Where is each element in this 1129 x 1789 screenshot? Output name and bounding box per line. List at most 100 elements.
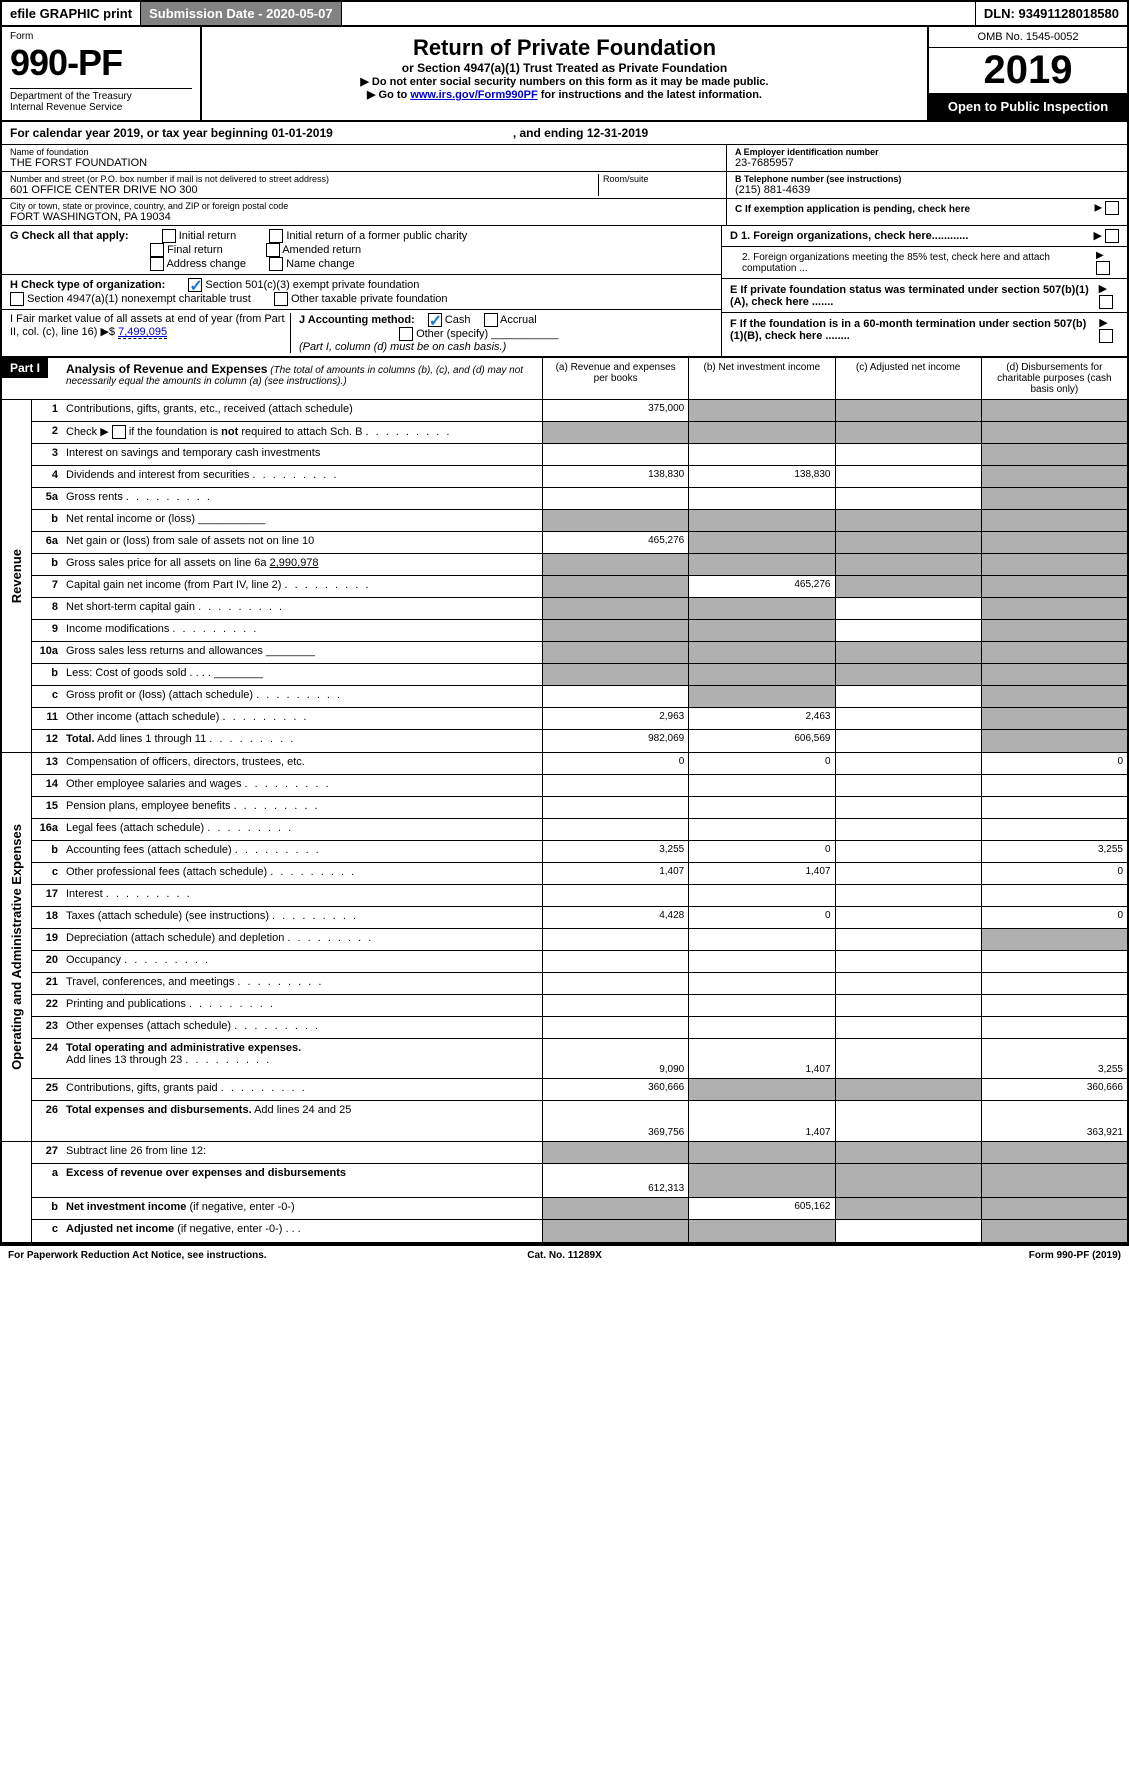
- form-subtitle: or Section 4947(a)(1) Trust Treated as P…: [210, 61, 919, 75]
- cell-a: 982,069: [542, 730, 688, 752]
- cell-c: [835, 598, 981, 619]
- line-desc: Gross sales less returns and allowances …: [62, 642, 542, 663]
- cell-a: 9,090: [542, 1039, 688, 1078]
- line-desc: Interest: [62, 885, 542, 906]
- h-501c3-checkbox[interactable]: [188, 278, 202, 292]
- row-26: 26 Total expenses and disbursements. Add…: [32, 1101, 1127, 1141]
- g-amended: Amended return: [282, 244, 361, 256]
- line-num: 19: [32, 929, 62, 950]
- name-cell: Name of foundation THE FORST FOUNDATION: [2, 145, 727, 171]
- cell-b: [688, 554, 834, 575]
- submission-date: Submission Date - 2020-05-07: [141, 2, 342, 25]
- line-num: 12: [32, 730, 62, 752]
- row27-rows: 27 Subtract line 26 from line 12: a Exce…: [32, 1142, 1127, 1242]
- desc-text: Gross rents: [66, 491, 123, 503]
- cell-b: [688, 664, 834, 685]
- g-final-checkbox[interactable]: [150, 243, 164, 257]
- h-4947-checkbox[interactable]: [10, 292, 24, 306]
- desc-text: Gross sales price for all assets on line…: [66, 557, 267, 569]
- info-name-row: Name of foundation THE FORST FOUNDATION …: [2, 145, 1127, 172]
- j-other-checkbox[interactable]: [399, 327, 413, 341]
- revenue-vert: Revenue: [2, 400, 32, 752]
- cell-d: [981, 1220, 1127, 1242]
- row-15: 15 Pension plans, employee benefits: [32, 797, 1127, 819]
- irs-link[interactable]: www.irs.gov/Form990PF: [410, 89, 537, 101]
- row-25: 25 Contributions, gifts, grants paid 360…: [32, 1079, 1127, 1101]
- efile-label: efile GRAPHIC print: [2, 2, 141, 25]
- info-city-row: City or town, state or province, country…: [2, 199, 1127, 226]
- j-cash-checkbox[interactable]: [428, 313, 442, 327]
- cell-d: 0: [981, 753, 1127, 774]
- foundation-name: THE FORST FOUNDATION: [10, 157, 718, 169]
- line-num: 14: [32, 775, 62, 796]
- cell-c: [835, 1039, 981, 1078]
- g-final: Final return: [167, 244, 223, 256]
- g-initial-checkbox[interactable]: [162, 229, 176, 243]
- schb-checkbox[interactable]: [112, 425, 126, 439]
- j-accrual-checkbox[interactable]: [484, 313, 498, 327]
- desc-text: Taxes (attach schedule) (see instruction…: [66, 910, 269, 922]
- expenses-section: Operating and Administrative Expenses 13…: [2, 753, 1127, 1142]
- cell-a: 612,313: [542, 1164, 688, 1197]
- cell-c: [835, 730, 981, 752]
- cell-b: [688, 620, 834, 641]
- header-row: Form 990-PF Department of the TreasuryIn…: [2, 27, 1127, 122]
- cell-d: 0: [981, 907, 1127, 928]
- h-other-checkbox[interactable]: [274, 292, 288, 306]
- row-7: 7 Capital gain net income (from Part IV,…: [32, 576, 1127, 598]
- line-desc: Income modifications: [62, 620, 542, 641]
- form-label: Form: [10, 31, 192, 42]
- line-num: 22: [32, 995, 62, 1016]
- line-desc: Pension plans, employee benefits: [62, 797, 542, 818]
- desc-text: Less: Cost of goods sold: [66, 667, 186, 679]
- g-initial-former-checkbox[interactable]: [269, 229, 283, 243]
- g-addr: Address change: [166, 258, 246, 270]
- line-desc: Gross sales price for all assets on line…: [62, 554, 542, 575]
- desc-text: Net rental income or (loss): [66, 513, 195, 525]
- line-desc: Net short-term capital gain: [62, 598, 542, 619]
- cell-a: [542, 775, 688, 796]
- line-desc: Net investment income (if negative, ente…: [62, 1198, 542, 1219]
- g-name: Name change: [286, 258, 355, 270]
- cell-b: 138,830: [688, 466, 834, 487]
- d2-checkbox[interactable]: [1096, 261, 1110, 275]
- g-name-checkbox[interactable]: [269, 257, 283, 271]
- cell-c: [835, 1017, 981, 1038]
- line-num: 11: [32, 708, 62, 729]
- row-21: 21 Travel, conferences, and meetings: [32, 973, 1127, 995]
- g-addr-checkbox[interactable]: [150, 257, 164, 271]
- revenue-section: Revenue 1 Contributions, gifts, grants, …: [2, 400, 1127, 753]
- line-desc: Total. Add lines 1 through 11: [62, 730, 542, 752]
- cell-c: [835, 400, 981, 421]
- i-value[interactable]: 7,499,095: [118, 326, 167, 339]
- cell-c: [835, 708, 981, 729]
- cell-b: 465,276: [688, 576, 834, 597]
- omb-number: OMB No. 1545-0052: [929, 27, 1127, 48]
- cell-a: [542, 576, 688, 597]
- g-amended-checkbox[interactable]: [266, 243, 280, 257]
- f-checkbox[interactable]: [1099, 329, 1113, 343]
- cell-d: [981, 1017, 1127, 1038]
- col-c-header: (c) Adjusted net income: [835, 358, 981, 399]
- line-num: 18: [32, 907, 62, 928]
- cell-b: [688, 532, 834, 553]
- line-num: 24: [32, 1039, 62, 1078]
- cell-d: [981, 1142, 1127, 1163]
- e-checkbox[interactable]: [1099, 295, 1113, 309]
- d1-checkbox[interactable]: [1105, 229, 1119, 243]
- city-label: City or town, state or province, country…: [10, 201, 718, 211]
- row-10b: b Less: Cost of goods sold . . . . _____…: [32, 664, 1127, 686]
- line-desc: Depreciation (attach schedule) and deple…: [62, 929, 542, 950]
- line-num: 3: [32, 444, 62, 465]
- cell-a: [542, 1220, 688, 1242]
- cell-d: [981, 951, 1127, 972]
- row-24: 24 Total operating and administrative ex…: [32, 1039, 1127, 1079]
- footer-left: For Paperwork Reduction Act Notice, see …: [8, 1250, 379, 1261]
- row-8: 8 Net short-term capital gain: [32, 598, 1127, 620]
- d1-label: D 1. Foreign organizations, check here..…: [730, 230, 968, 242]
- room-label: Room/suite: [603, 174, 718, 184]
- cell-c: [835, 775, 981, 796]
- cell-b: [688, 642, 834, 663]
- line-num: 2: [32, 422, 62, 443]
- c-checkbox[interactable]: [1105, 201, 1119, 215]
